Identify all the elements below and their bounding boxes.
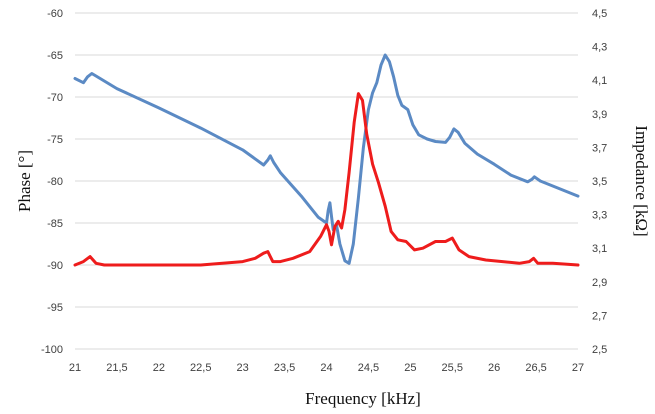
y2-axis-title: Impedance [kΩ]: [632, 125, 651, 236]
y2-tick-label: 4,3: [592, 42, 607, 54]
y2-axis-ticks: 4,5 4,3 4,1 3,9 3,7 3,5 3,3 3,1 2,9 2,7 2,5: [592, 8, 607, 356]
y2-tick-label: 3,1: [592, 243, 607, 255]
y2-tick-label: 2,7: [592, 310, 607, 322]
x-tick-label: 26: [488, 362, 500, 374]
x-tick-label: 23: [237, 362, 249, 374]
x-tick-label: 22,5: [190, 362, 211, 374]
y-tick-label: -65: [47, 50, 63, 62]
x-tick-label: 25: [404, 362, 416, 374]
phase-series-line: [73, 53, 580, 265]
x-tick-label: 24: [320, 362, 332, 374]
series-lines: [73, 53, 580, 267]
y-tick-label: -100: [41, 344, 63, 356]
x-tick-label: 27: [572, 362, 584, 374]
y2-tick-label: 4,1: [592, 75, 607, 87]
y-tick-label: -75: [47, 134, 63, 146]
x-tick-label: 21,5: [106, 362, 127, 374]
x-axis-ticks: 21 21,5 22 22,5 23 23,5 24 24,5 25 25,5 26 26,5 27: [69, 362, 584, 374]
x-tick-label: 24,5: [358, 362, 379, 374]
x-tick-label: 21: [69, 362, 81, 374]
y-tick-label: -90: [47, 260, 63, 272]
y-tick-label: -95: [47, 302, 63, 314]
y2-tick-label: 3,3: [592, 210, 607, 222]
x-tick-label: 26,5: [525, 362, 546, 374]
y2-tick-label: 3,7: [592, 142, 607, 154]
y2-tick-label: 3,5: [592, 176, 607, 188]
y-axis-ticks: -60 -65 -70 -75 -80 -85 -90 -95 -100: [41, 8, 63, 356]
y-tick-label: -60: [47, 8, 63, 20]
y2-tick-label: 2,5: [592, 344, 607, 356]
y-tick-label: -80: [47, 176, 63, 188]
y-tick-label: -70: [47, 92, 63, 104]
y-axis-title: Phase [°]: [15, 150, 34, 212]
y2-tick-label: 4,5: [592, 8, 607, 20]
x-tick-label: 25,5: [442, 362, 463, 374]
x-axis-title: Frequency [kHz]: [305, 389, 421, 408]
x-tick-label: 22: [153, 362, 165, 374]
x-tick-label: 23,5: [274, 362, 295, 374]
impedance-series-line: [73, 92, 580, 267]
y2-tick-label: 3,9: [592, 109, 607, 121]
y-tick-label: -85: [47, 218, 63, 230]
y2-tick-label: 2,9: [592, 277, 607, 289]
grid-lines: [75, 12, 578, 350]
